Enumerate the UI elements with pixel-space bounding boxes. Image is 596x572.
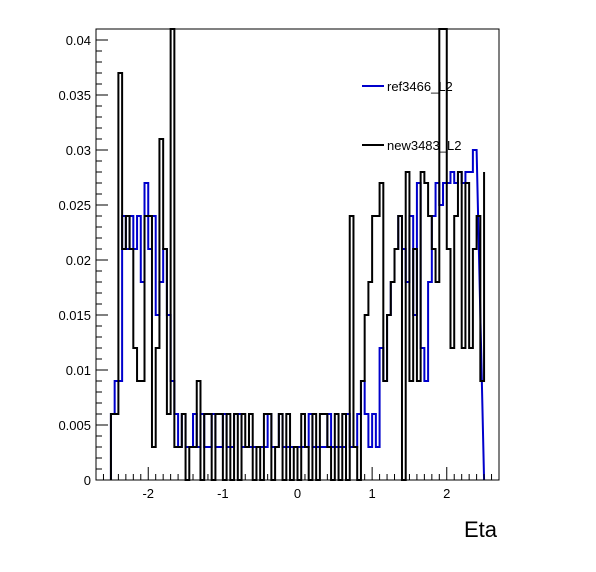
y-tick-label: 0.025 xyxy=(58,198,91,213)
y-tick-label: 0.005 xyxy=(58,418,91,433)
x-tick-label: 0 xyxy=(294,486,301,501)
y-tick-label: 0.035 xyxy=(58,88,91,103)
legend-label-ref3466_L2: ref3466_L2 xyxy=(387,79,453,94)
y-tick-label: 0.02 xyxy=(66,253,91,268)
y-tick-label: 0.01 xyxy=(66,363,91,378)
x-tick-label: -2 xyxy=(142,486,154,501)
y-tick-label: 0.03 xyxy=(66,143,91,158)
x-tick-label: 1 xyxy=(369,486,376,501)
y-tick-label: 0.04 xyxy=(66,33,91,48)
y-tick-label: 0 xyxy=(84,473,91,488)
x-tick-label: 2 xyxy=(443,486,450,501)
legend-label-new3483_L2: new3483_L2 xyxy=(387,138,461,153)
y-tick-label: 0.015 xyxy=(58,308,91,323)
x-axis-title: Eta xyxy=(464,517,498,542)
x-tick-label: -1 xyxy=(217,486,229,501)
